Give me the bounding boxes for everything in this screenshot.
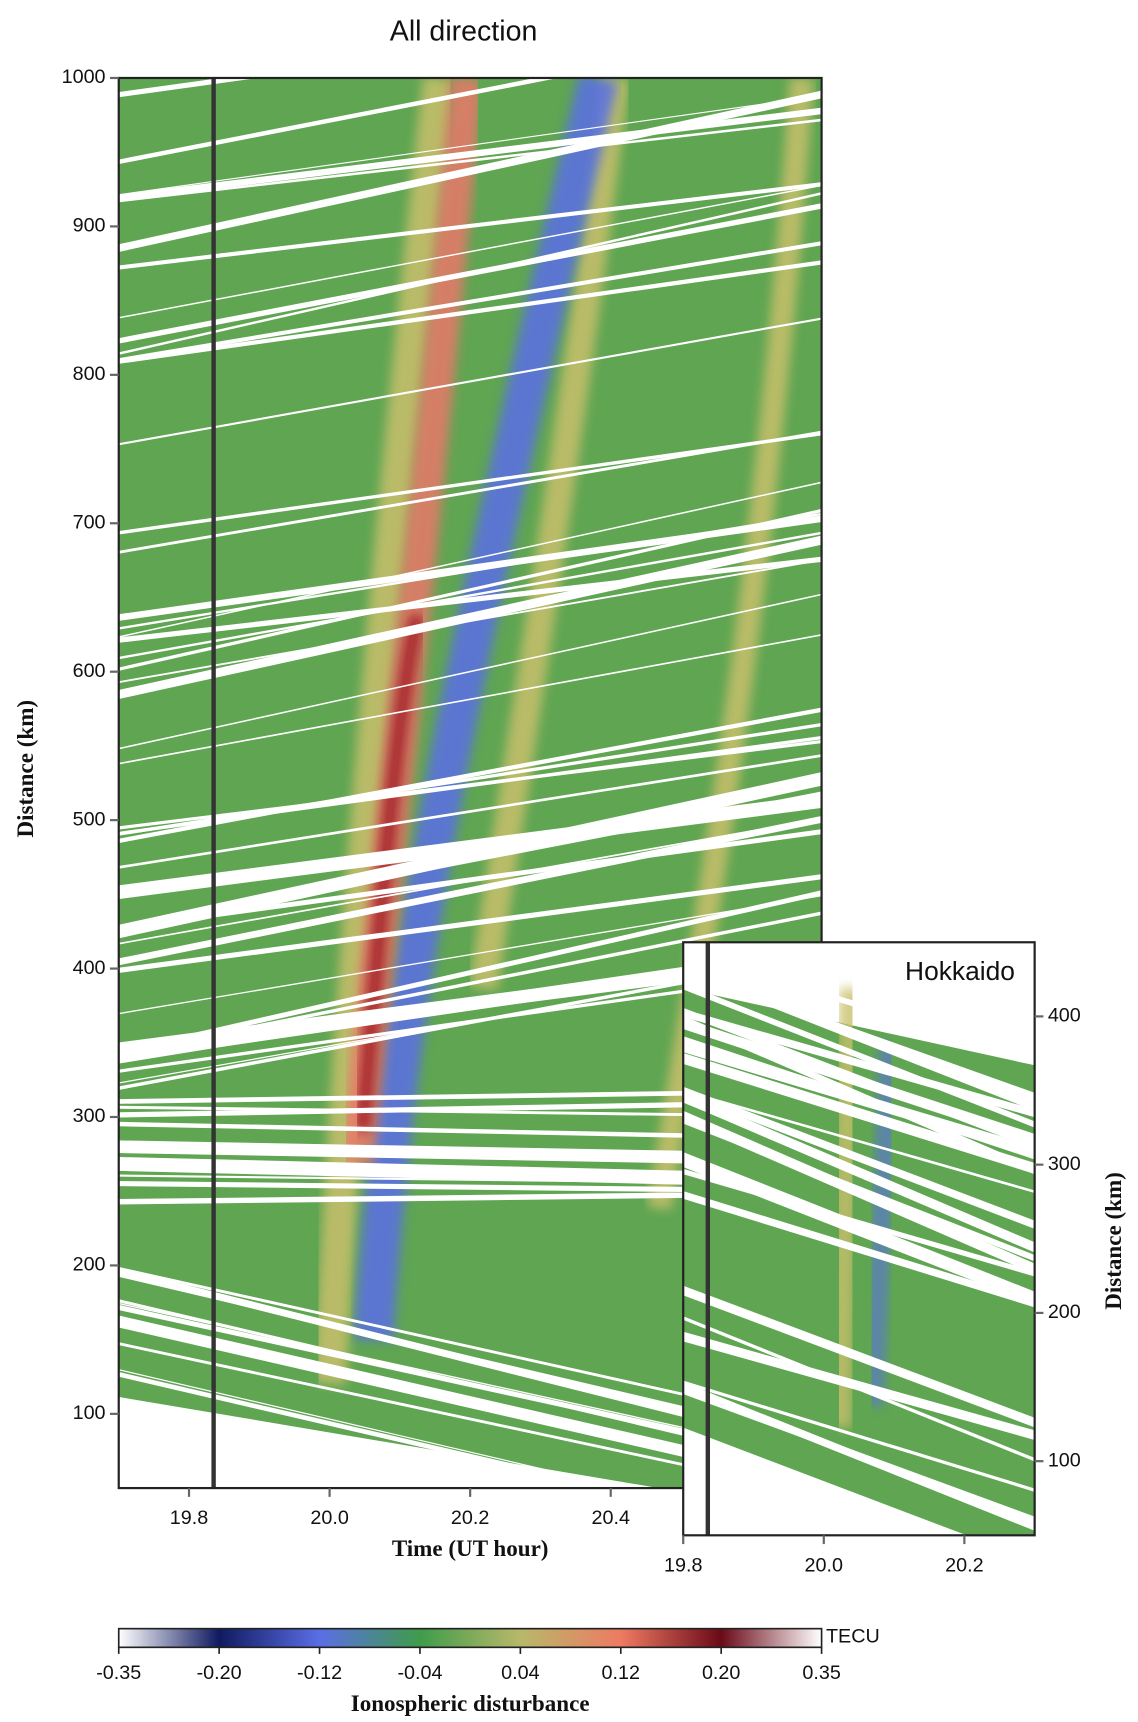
- data-gap: [118, 184, 822, 319]
- data-gap: [118, 118, 822, 203]
- data-gap: [118, 95, 822, 196]
- data-gap: [118, 722, 822, 836]
- colorbar-tick-label: 0.04: [501, 1662, 539, 1684]
- plot-frame: [682, 941, 1036, 1537]
- y-tick-label: 700: [73, 511, 106, 533]
- data-gap: [683, 1380, 1035, 1492]
- data-gap: [683, 1152, 1035, 1303]
- x-tick-label: 20.0: [310, 1507, 348, 1529]
- x-tick-label: 20.4: [592, 1507, 630, 1529]
- colorbar-tick-label: 0.12: [602, 1662, 640, 1684]
- data-gap: [118, 874, 822, 973]
- y-tick-label: 100: [1048, 1449, 1081, 1471]
- x-axis-label: Time (UT hour): [392, 1535, 549, 1561]
- data-gap: [118, 531, 822, 660]
- y-tick-label: 800: [73, 363, 106, 385]
- data-gap: [683, 1285, 1035, 1428]
- data-gap: [118, 772, 822, 939]
- x-tick-label: 19.8: [170, 1507, 208, 1529]
- data-gap: [118, 754, 822, 869]
- data-gap: [118, 535, 822, 700]
- colorbar-label: Ionospheric disturbance: [351, 1690, 590, 1716]
- data-gap: [118, 1414, 420, 1489]
- y-tick-label: 200: [73, 1254, 106, 1276]
- data-gap: [118, 890, 822, 1056]
- data-gap: [683, 1110, 1035, 1275]
- data-gap: [118, 241, 822, 363]
- data-gap: [118, 508, 822, 671]
- data-gap: [683, 1316, 1035, 1462]
- data-gap: [118, 829, 822, 931]
- data-gap: [683, 1492, 793, 1536]
- x-tick-label: 19.8: [664, 1554, 702, 1576]
- data-gap: [118, 430, 822, 554]
- data-gap: [683, 1447, 904, 1536]
- data-gap: [683, 1434, 935, 1536]
- y-tick-label: 600: [73, 660, 106, 682]
- heatmap-band: [354, 613, 425, 1132]
- data-gap: [118, 593, 822, 750]
- y-tick-label: 900: [73, 215, 106, 237]
- y-tick-label: 100: [73, 1402, 106, 1424]
- colorbar-tick-label: -0.12: [297, 1662, 342, 1684]
- annotation: Hokkaido: [905, 956, 1015, 986]
- data-gap: [118, 90, 822, 252]
- data-gap: [118, 895, 822, 1015]
- data-gap: [118, 794, 822, 900]
- y-tick-label: 500: [73, 808, 106, 830]
- data-gap: [118, 1417, 460, 1489]
- y-tick-label: 200: [1048, 1301, 1081, 1323]
- data-gap: [683, 1089, 1035, 1194]
- data-gap: [683, 1086, 1035, 1229]
- data-gap: [118, 192, 822, 355]
- data-gap: [118, 317, 822, 446]
- data-gap: [683, 983, 1035, 1128]
- data-gap: [118, 1369, 627, 1489]
- colorbar-tick-label: 0.20: [702, 1662, 740, 1684]
- x-tick-label: 20.0: [805, 1554, 843, 1576]
- chart-title: All direction: [390, 15, 538, 47]
- data-gap: [118, 182, 822, 270]
- data-gap: [118, 260, 822, 364]
- data-gap: [683, 1036, 1035, 1160]
- data-gap: [683, 949, 1035, 1061]
- data-gap: [683, 1331, 1035, 1440]
- data-gap: [118, 107, 822, 201]
- data-gap: [683, 1484, 820, 1536]
- data-gap: [118, 634, 822, 765]
- colorbar-tick-label: -0.20: [197, 1662, 242, 1684]
- colorbar-unit: TECU: [826, 1626, 880, 1648]
- colorbar-tick-label: -0.35: [96, 1662, 141, 1684]
- data-gap: [118, 815, 822, 966]
- colorbar: [117, 1627, 823, 1649]
- y-tick-label: 300: [1048, 1153, 1081, 1175]
- data-gap: [118, 77, 259, 98]
- y-tick-label: 300: [73, 1105, 106, 1127]
- data-gap: [683, 1191, 1035, 1308]
- data-gap: [118, 556, 822, 643]
- data-gap: [118, 1371, 618, 1489]
- data-gap: [683, 967, 1035, 1101]
- x-tick-label: 20.2: [945, 1554, 983, 1576]
- data-gap: [683, 1475, 878, 1536]
- inset-y-axis-label: Distance (km): [1100, 1172, 1126, 1310]
- y-tick-label: 400: [1048, 1005, 1081, 1027]
- x-tick-label: 20.2: [451, 1507, 489, 1529]
- colorbar-tick-label: 0.35: [802, 1662, 840, 1684]
- colorbar-tick-label: -0.04: [397, 1662, 442, 1684]
- data-gap: [118, 739, 822, 830]
- data-gap: [683, 1092, 1035, 1253]
- data-gap: [118, 558, 822, 684]
- data-gap: [118, 481, 822, 638]
- data-gap: [118, 77, 559, 165]
- y-tick-label: 400: [73, 957, 106, 979]
- heatmap: [683, 949, 1035, 1536]
- data-gap: [683, 1382, 1035, 1531]
- data-gap: [683, 1007, 1035, 1150]
- y-axis-label: Distance (km): [12, 700, 38, 838]
- y-tick-label: 1000: [62, 66, 106, 88]
- data-gap: [118, 707, 822, 844]
